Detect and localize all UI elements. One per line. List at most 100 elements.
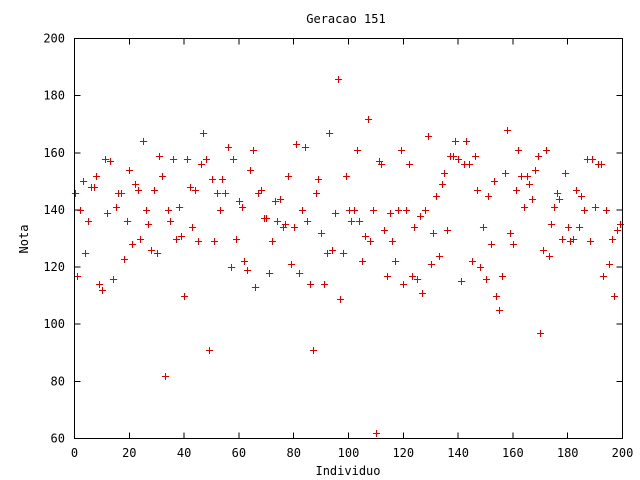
data-point bbox=[485, 193, 492, 200]
data-point bbox=[548, 221, 555, 228]
data-point bbox=[335, 76, 342, 83]
data-point bbox=[137, 236, 144, 243]
data-point bbox=[570, 236, 577, 243]
data-point bbox=[472, 153, 479, 160]
data-point bbox=[362, 233, 369, 240]
x-tick-label: 100 bbox=[338, 446, 360, 460]
data-point bbox=[236, 198, 243, 205]
data-point bbox=[250, 147, 257, 154]
data-point bbox=[198, 161, 205, 168]
data-point bbox=[419, 290, 426, 297]
data-point bbox=[535, 153, 542, 160]
data-point bbox=[436, 253, 443, 260]
data-point bbox=[326, 130, 333, 137]
data-point bbox=[206, 347, 213, 354]
data-point bbox=[378, 161, 385, 168]
data-point bbox=[365, 116, 372, 123]
data-point bbox=[578, 193, 585, 200]
data-point bbox=[387, 210, 394, 217]
data-point bbox=[609, 236, 616, 243]
data-point bbox=[148, 247, 155, 254]
data-point bbox=[540, 247, 547, 254]
data-point bbox=[178, 233, 185, 240]
data-point bbox=[85, 218, 92, 225]
data-point bbox=[606, 261, 613, 268]
data-point bbox=[398, 147, 405, 154]
data-point bbox=[414, 276, 421, 283]
data-point bbox=[225, 144, 232, 151]
data-point bbox=[272, 198, 279, 205]
data-point bbox=[433, 193, 440, 200]
data-point bbox=[343, 173, 350, 180]
data-point bbox=[463, 138, 470, 145]
data-point bbox=[162, 373, 169, 380]
data-point bbox=[556, 196, 563, 203]
y-tick-label: 140 bbox=[43, 203, 65, 217]
data-point bbox=[195, 238, 202, 245]
data-point bbox=[554, 190, 561, 197]
data-point bbox=[354, 147, 361, 154]
data-point bbox=[189, 224, 196, 231]
data-point bbox=[124, 218, 131, 225]
data-point bbox=[559, 236, 566, 243]
x-tick-label: 20 bbox=[122, 446, 136, 460]
data-point bbox=[400, 281, 407, 288]
data-point bbox=[132, 181, 139, 188]
data-point bbox=[252, 284, 259, 291]
data-point bbox=[403, 207, 410, 214]
data-point bbox=[417, 213, 424, 220]
y-axis-label: Nota bbox=[17, 225, 31, 254]
data-point bbox=[315, 176, 322, 183]
data-point bbox=[370, 207, 377, 214]
data-point bbox=[603, 207, 610, 214]
data-point bbox=[107, 158, 114, 165]
data-point bbox=[546, 253, 553, 260]
data-point bbox=[93, 173, 100, 180]
data-point bbox=[96, 281, 103, 288]
data-point bbox=[192, 187, 199, 194]
x-axis-label: Individuo bbox=[315, 464, 380, 478]
data-point bbox=[551, 204, 558, 211]
data-point bbox=[510, 241, 517, 248]
data-point bbox=[581, 207, 588, 214]
data-point bbox=[302, 144, 309, 151]
data-point bbox=[230, 156, 237, 163]
data-point bbox=[258, 187, 265, 194]
data-point bbox=[515, 147, 522, 154]
data-point bbox=[293, 141, 300, 148]
data-point bbox=[72, 190, 79, 197]
data-point bbox=[480, 224, 487, 231]
data-point bbox=[600, 273, 607, 280]
data-point bbox=[329, 247, 336, 254]
data-point bbox=[430, 230, 437, 237]
data-point bbox=[491, 178, 498, 185]
data-point bbox=[406, 161, 413, 168]
data-point bbox=[395, 207, 402, 214]
data-point bbox=[444, 227, 451, 234]
data-point bbox=[167, 218, 174, 225]
data-point bbox=[239, 204, 246, 211]
data-point bbox=[219, 176, 226, 183]
data-point bbox=[499, 273, 506, 280]
data-point bbox=[121, 256, 128, 263]
data-point bbox=[209, 176, 216, 183]
x-tick-label: 0 bbox=[71, 446, 78, 460]
data-point bbox=[474, 187, 481, 194]
data-point bbox=[441, 170, 448, 177]
data-point bbox=[170, 156, 177, 163]
data-point bbox=[296, 270, 303, 277]
data-point bbox=[80, 178, 87, 185]
data-point bbox=[521, 204, 528, 211]
data-point bbox=[321, 281, 328, 288]
data-point bbox=[247, 167, 254, 174]
x-tick-label: 140 bbox=[447, 446, 469, 460]
y-tick-label: 200 bbox=[43, 32, 65, 46]
y-tick-label: 80 bbox=[51, 374, 65, 388]
data-point bbox=[428, 261, 435, 268]
y-tick-label: 120 bbox=[43, 260, 65, 274]
data-point bbox=[422, 207, 429, 214]
data-point bbox=[384, 273, 391, 280]
data-point bbox=[135, 187, 142, 194]
data-point bbox=[340, 250, 347, 257]
data-point bbox=[159, 173, 166, 180]
